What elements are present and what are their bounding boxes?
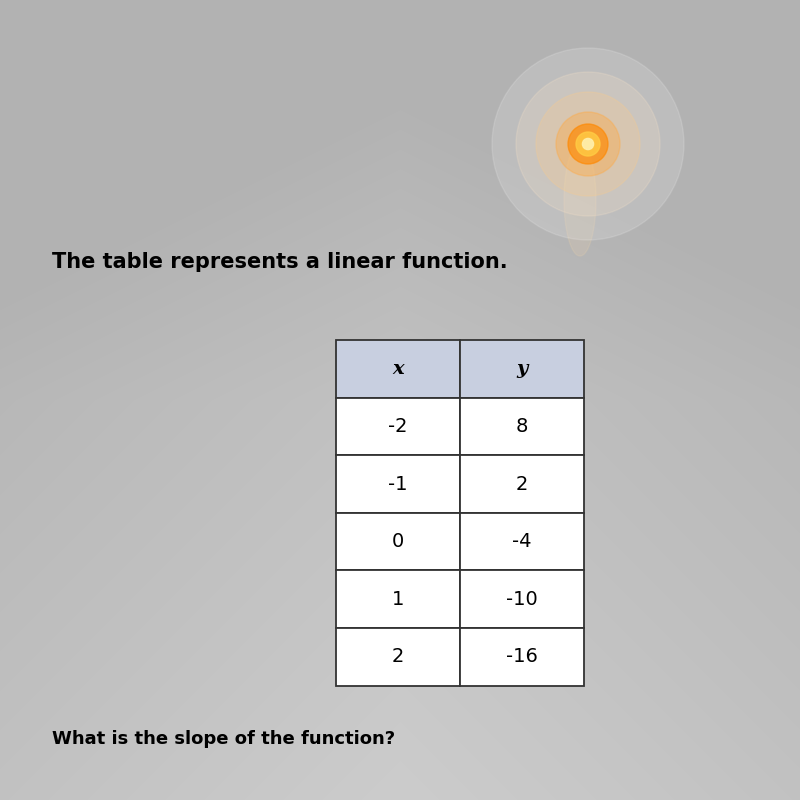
Text: 0: 0	[392, 532, 404, 551]
Text: -4: -4	[512, 532, 532, 551]
Bar	[460, 455, 584, 513]
Text: 1: 1	[392, 590, 404, 609]
Ellipse shape	[576, 132, 600, 156]
Bar	[336, 455, 460, 513]
Bar	[336, 340, 460, 398]
Bar	[336, 398, 460, 455]
Text: The table represents a linear function.: The table represents a linear function.	[52, 252, 508, 272]
Text: -16: -16	[506, 647, 538, 666]
Bar	[460, 628, 584, 686]
Text: What is the slope of the function?: What is the slope of the function?	[52, 730, 395, 747]
Text: y: y	[516, 360, 528, 378]
Ellipse shape	[568, 124, 608, 164]
Text: -2: -2	[388, 417, 408, 436]
Text: 8: 8	[516, 417, 528, 436]
Ellipse shape	[564, 144, 596, 256]
Bar	[460, 513, 584, 570]
Text: 2: 2	[516, 474, 528, 494]
Text: 2: 2	[392, 647, 404, 666]
Text: x: x	[392, 360, 404, 378]
Bar	[336, 570, 460, 628]
Bar	[460, 340, 584, 398]
Ellipse shape	[492, 48, 684, 240]
Text: -1: -1	[388, 474, 408, 494]
Ellipse shape	[516, 72, 660, 216]
Ellipse shape	[536, 92, 640, 196]
Ellipse shape	[556, 112, 620, 176]
Bar	[460, 398, 584, 455]
Bar	[336, 513, 460, 570]
Bar	[336, 628, 460, 686]
Text: -10: -10	[506, 590, 538, 609]
Ellipse shape	[582, 138, 594, 150]
Bar	[460, 570, 584, 628]
